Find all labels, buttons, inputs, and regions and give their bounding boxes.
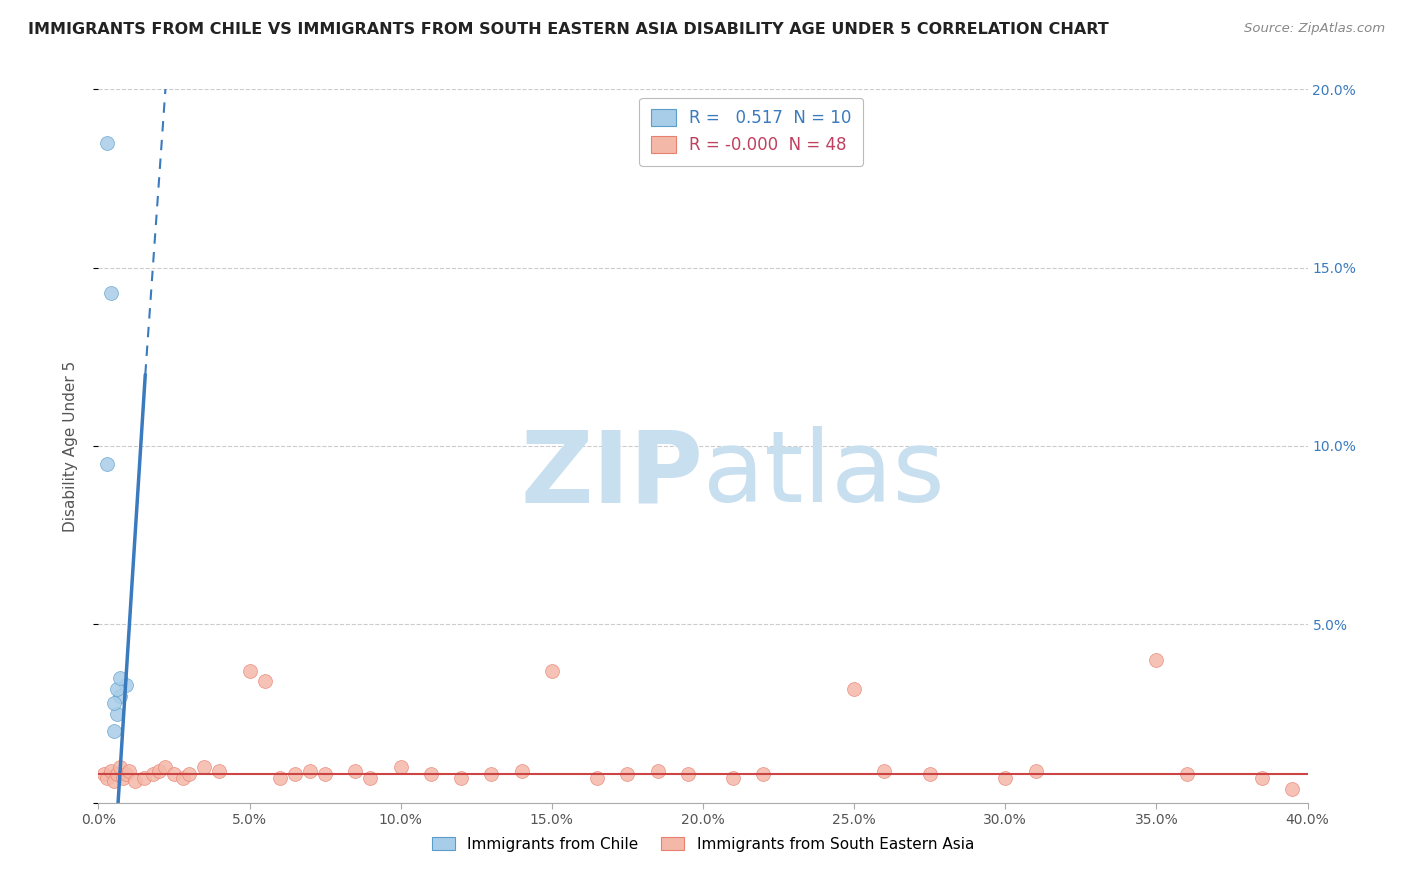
Point [93, 767, 115, 781]
Point [96, 457, 118, 471]
Point [105, 706, 128, 721]
Point [172, 771, 194, 785]
Point [299, 764, 322, 778]
Point [103, 724, 125, 739]
Point [873, 764, 896, 778]
Point [1251, 771, 1274, 785]
Point [100, 285, 122, 300]
Point [105, 681, 128, 696]
Point [450, 771, 472, 785]
Point [344, 764, 367, 778]
Text: atlas: atlas [703, 426, 945, 523]
Text: IMMIGRANTS FROM CHILE VS IMMIGRANTS FROM SOUTH EASTERN ASIA DISABILITY AGE UNDER: IMMIGRANTS FROM CHILE VS IMMIGRANTS FROM… [28, 22, 1109, 37]
Point [269, 771, 291, 785]
Point [510, 764, 533, 778]
Point [616, 767, 638, 781]
Point [103, 774, 125, 789]
Point [108, 671, 131, 685]
Point [284, 767, 307, 781]
Point [163, 767, 186, 781]
Point [420, 767, 443, 781]
Point [118, 764, 141, 778]
Point [1175, 767, 1198, 781]
Point [918, 767, 941, 781]
Point [844, 681, 866, 696]
Point [114, 767, 136, 781]
Point [142, 767, 165, 781]
Point [586, 771, 609, 785]
Point [114, 678, 136, 692]
Point [994, 771, 1017, 785]
Text: Source: ZipAtlas.com: Source: ZipAtlas.com [1244, 22, 1385, 36]
Point [193, 760, 215, 774]
Point [124, 774, 146, 789]
Point [752, 767, 775, 781]
Point [111, 771, 134, 785]
Point [676, 767, 699, 781]
Text: ZIP: ZIP [520, 426, 703, 523]
Point [153, 760, 176, 774]
Point [723, 771, 745, 785]
Point [253, 674, 276, 689]
Point [389, 760, 412, 774]
Point [100, 764, 122, 778]
Point [105, 767, 128, 781]
Point [96, 771, 118, 785]
Point [314, 767, 336, 781]
Point [647, 764, 669, 778]
Point [481, 767, 503, 781]
Legend: Immigrants from Chile, Immigrants from South Eastern Asia: Immigrants from Chile, Immigrants from S… [425, 829, 981, 859]
Point [1144, 653, 1167, 667]
Point [108, 760, 131, 774]
Point [208, 764, 231, 778]
Point [1024, 764, 1046, 778]
Y-axis label: Disability Age Under 5: Disability Age Under 5 [63, 360, 77, 532]
Point [179, 767, 201, 781]
Point [108, 689, 131, 703]
Point [540, 664, 562, 678]
Point [1281, 781, 1303, 796]
Point [96, 136, 118, 150]
Point [239, 664, 262, 678]
Point [132, 771, 155, 785]
Point [360, 771, 382, 785]
Point [103, 696, 125, 710]
Point [148, 764, 170, 778]
